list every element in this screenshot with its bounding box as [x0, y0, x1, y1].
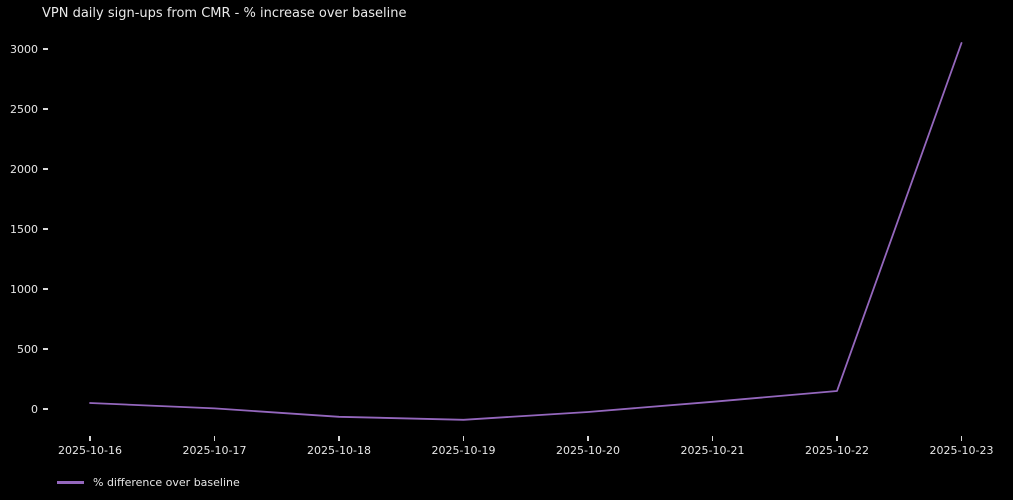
y-tick-label: 1500 [10, 222, 38, 236]
x-tick-label: 2025-10-18 [307, 444, 371, 457]
y-tick-label: 500 [17, 342, 38, 356]
y-tick-label: 1000 [10, 282, 38, 296]
x-tick-label: 2025-10-20 [556, 444, 620, 457]
y-tick-label: 3000 [10, 42, 38, 56]
y-tick-label: 2500 [10, 102, 38, 116]
legend: % difference over baseline [57, 476, 240, 489]
y-tick-mark [43, 288, 48, 290]
chart-title: VPN daily sign-ups from CMR - % increase… [42, 6, 407, 21]
y-tick-mark [43, 48, 48, 50]
x-tick-label: 2025-10-19 [431, 444, 496, 457]
x-tick-mark [711, 436, 714, 441]
x-tick-mark [587, 436, 589, 441]
y-tick-mark [43, 108, 48, 110]
x-tick-mark [462, 436, 465, 441]
y-tick-mark [43, 228, 48, 230]
legend-label: % difference over baseline [93, 476, 240, 489]
y-tick-mark [43, 408, 48, 410]
x-tick-label: 2025-10-21 [680, 444, 745, 457]
y-tick-mark [43, 168, 48, 170]
x-tick-mark [836, 436, 838, 441]
x-tick-mark [338, 436, 340, 441]
y-tick-label: 0 [31, 402, 38, 416]
x-tick-label: 2025-10-16 [58, 444, 122, 457]
y-tick-label: 2000 [10, 162, 38, 176]
x-tick-mark [89, 436, 91, 441]
x-tick-mark [960, 436, 963, 441]
x-tick-label: 2025-10-22 [805, 444, 869, 457]
x-tick-label: 2025-10-23 [929, 444, 994, 457]
legend-swatch [57, 481, 84, 484]
x-tick-label: 2025-10-17 [182, 444, 247, 457]
y-tick-mark [43, 348, 48, 350]
line-series [89, 42, 963, 421]
x-tick-mark [213, 436, 216, 441]
